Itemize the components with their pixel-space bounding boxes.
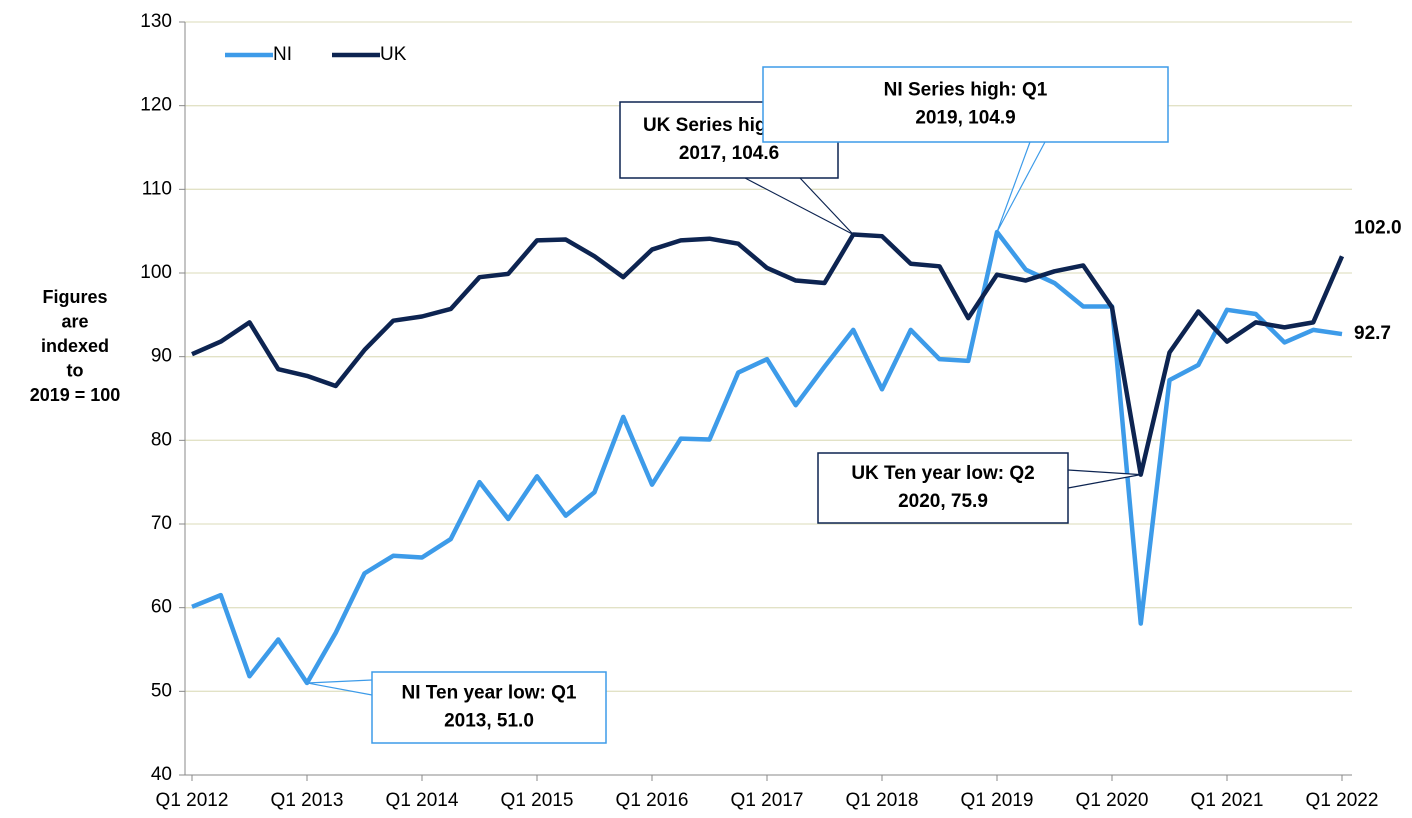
- y-axis-label: Figures: [42, 287, 107, 307]
- value-label: 92.7: [1354, 323, 1391, 344]
- x-tick-label: Q1 2016: [616, 790, 689, 811]
- x-tick-label: Q1 2018: [846, 790, 919, 811]
- x-tick-label: Q1 2020: [1076, 790, 1149, 811]
- annotation-text: NI Series high: Q1: [884, 80, 1048, 101]
- x-tick-label: Q1 2012: [156, 790, 229, 811]
- x-tick-label: Q1 2013: [271, 790, 344, 811]
- value-label: 102.0: [1354, 217, 1402, 238]
- y-tick-label: 50: [151, 680, 172, 701]
- x-tick-label: Q1 2014: [386, 790, 459, 811]
- annotation-text: 2017, 104.6: [679, 143, 779, 164]
- y-tick-label: 60: [151, 597, 172, 618]
- y-tick-label: 110: [142, 178, 172, 199]
- series-line: [191, 229, 1343, 686]
- annotation-leader: [1067, 469, 1141, 489]
- y-tick-label: 130: [140, 11, 172, 32]
- x-tick-label: Q1 2017: [731, 790, 804, 811]
- y-axis-label: to: [67, 360, 84, 380]
- x-tick-label: Q1 2022: [1306, 790, 1379, 811]
- x-tick-label: Q1 2021: [1191, 790, 1264, 811]
- annotation-text: UK Ten year low: Q2: [851, 463, 1034, 484]
- annotation-text: 2020, 75.9: [898, 491, 988, 512]
- x-tick-label: Q1 2015: [501, 790, 574, 811]
- annotation-leader: [744, 177, 854, 236]
- y-tick-label: 100: [140, 262, 172, 283]
- y-tick-label: 70: [151, 513, 172, 534]
- y-tick-label: 80: [151, 429, 172, 450]
- annotation-leader: [996, 141, 1046, 233]
- y-axis-label: 2019 = 100: [30, 385, 121, 405]
- legend-label: UK: [380, 44, 407, 65]
- y-tick-label: 120: [140, 95, 172, 116]
- annotation-box: [817, 452, 1069, 524]
- annotation-box: [371, 671, 607, 744]
- y-axis-label: indexed: [41, 336, 109, 356]
- y-tick-label: 90: [151, 346, 172, 367]
- annotation-text: 2019, 104.9: [915, 108, 1015, 129]
- series-line: [191, 232, 1345, 477]
- x-tick-label: Q1 2019: [961, 790, 1034, 811]
- annotation-box: [762, 66, 1169, 143]
- annotation-leader: [306, 679, 373, 696]
- annotation-text: 2013, 51.0: [444, 711, 534, 732]
- legend-label: NI: [273, 44, 292, 65]
- y-tick-label: 40: [151, 764, 172, 785]
- annotation-text: NI Ten year low: Q1: [402, 683, 577, 704]
- y-axis-label: are: [61, 311, 88, 331]
